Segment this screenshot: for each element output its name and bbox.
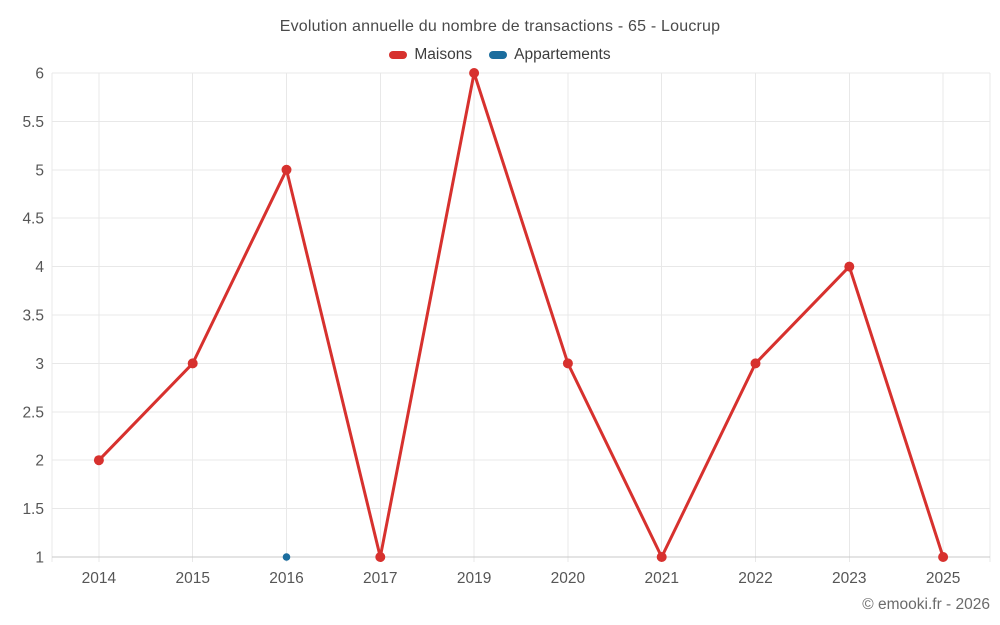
x-axis-tick-label: 2022 <box>738 570 772 587</box>
legend-swatch-maisons <box>389 51 408 59</box>
series-line-maisons <box>97 71 945 559</box>
x-axis-tick-label: 2020 <box>551 570 586 587</box>
x-axis-tick-label: 2025 <box>926 570 960 587</box>
y-axis-tick-label: 2 <box>35 453 44 470</box>
y-axis-tick-label: 4 <box>35 259 44 276</box>
data-point-maisons-2016[interactable] <box>281 164 292 175</box>
data-point-maisons-2019[interactable] <box>469 68 480 78</box>
data-point-maisons-2023[interactable] <box>844 261 855 272</box>
y-axis-tick-label: 3.5 <box>22 308 44 325</box>
x-axis-tick-label: 2017 <box>363 570 397 587</box>
legend-item-maisons[interactable]: Maisons <box>389 46 472 64</box>
y-axis-tick-label: 4.5 <box>22 211 44 228</box>
y-axis-tick-label: 1.5 <box>22 501 44 518</box>
data-point-maisons-2020[interactable] <box>562 358 573 369</box>
y-axis-tick-label: 5 <box>35 162 44 179</box>
legend-label: Appartements <box>514 46 611 63</box>
copyright-text: © emooki.fr - 2026 <box>862 596 990 613</box>
y-axis-tick-label: 2.5 <box>22 404 44 421</box>
x-axis-tick-label: 2019 <box>457 570 491 587</box>
data-point-maisons-2021[interactable] <box>656 552 667 562</box>
legend-item-appartements[interactable]: Appartements <box>489 46 611 64</box>
x-axis-tick-label: 2021 <box>644 570 678 587</box>
x-axis-tick-label: 2014 <box>82 570 117 587</box>
legend-swatch-appartements <box>489 51 508 59</box>
data-point-maisons-2017[interactable] <box>375 552 386 562</box>
data-point-appartements-2016[interactable] <box>282 553 291 561</box>
data-point-maisons-2022[interactable] <box>750 358 761 369</box>
data-point-maisons-2014[interactable] <box>93 455 104 466</box>
data-point-maisons-2015[interactable] <box>187 358 198 369</box>
y-axis-tick-label: 6 <box>35 66 44 83</box>
y-axis-tick-label: 1 <box>35 550 44 567</box>
chart-legend: Maisons Appartements <box>0 45 1000 65</box>
y-axis-tick-label: 3 <box>35 356 44 373</box>
legend-label: Maisons <box>414 46 473 63</box>
x-axis-tick-label: 2023 <box>832 570 866 587</box>
chart-title: Evolution annuelle du nombre de transact… <box>279 18 721 35</box>
y-axis-tick-label: 5.5 <box>22 114 44 131</box>
data-point-maisons-2025[interactable] <box>938 552 949 562</box>
x-axis-tick-label: 2015 <box>175 570 209 587</box>
x-axis-tick-label: 2016 <box>269 570 303 587</box>
